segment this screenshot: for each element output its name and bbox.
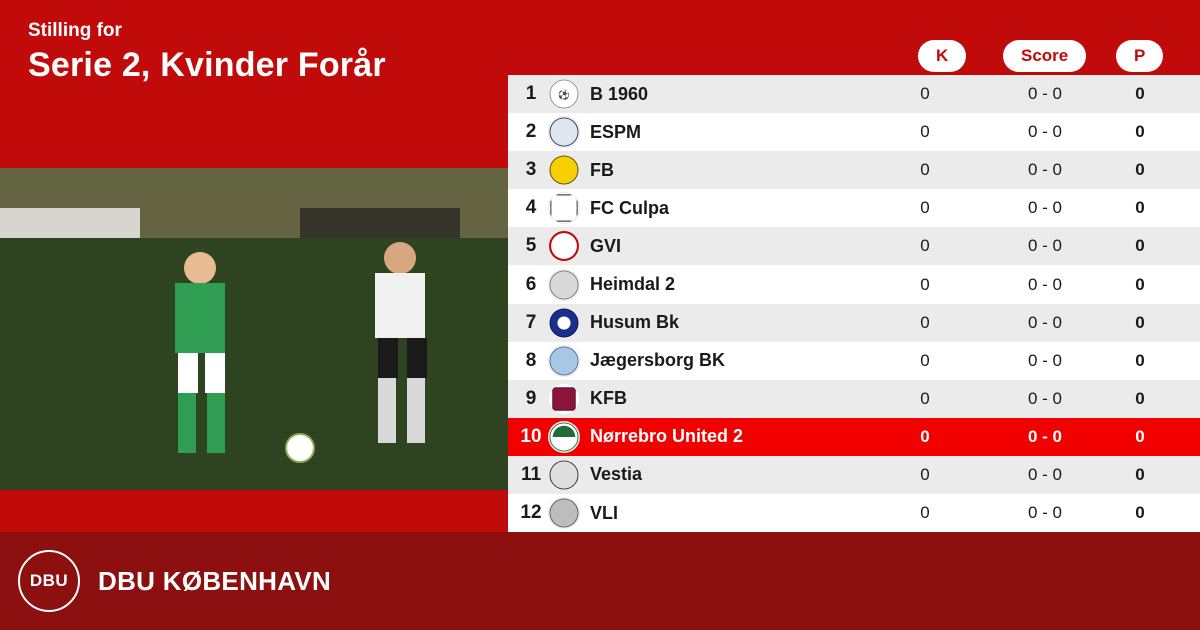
table-header-row: K Score P xyxy=(508,0,1200,75)
k-cell: 0 xyxy=(870,465,980,485)
score-cell: 0 - 0 xyxy=(980,503,1110,523)
team-name: ESPM xyxy=(590,122,810,143)
p-cell: 0 xyxy=(1110,275,1170,295)
header-title: Serie 2, Kvinder Forår xyxy=(28,46,386,85)
standings-rows: 1 ⚽ B 1960 0 0 - 0 0 2 ESPM 0 0 - 0 0 xyxy=(508,75,1200,532)
k-cell: 0 xyxy=(870,389,980,409)
team-crest-icon xyxy=(548,192,580,224)
score-cell: 0 - 0 xyxy=(980,122,1110,142)
p-cell: 0 xyxy=(1110,198,1170,218)
team-name: FC Culpa xyxy=(590,198,810,219)
table-row[interactable]: 8 Jægersborg BK 0 0 - 0 0 xyxy=(508,342,1200,380)
team-crest-icon xyxy=(548,154,580,186)
team-crest-icon xyxy=(548,116,580,148)
team-crest-icon xyxy=(548,307,580,339)
score-cell: 0 - 0 xyxy=(980,351,1110,371)
page-header: Stilling for Serie 2, Kvinder Forår xyxy=(28,20,386,85)
team-name: GVI xyxy=(590,236,810,257)
match-photo xyxy=(0,168,508,490)
scoreboard-page: Stilling for Serie 2, Kvinder Forår xyxy=(0,0,1200,630)
k-cell: 0 xyxy=(870,84,980,104)
rank-cell: 5 xyxy=(508,235,548,257)
p-cell: 0 xyxy=(1110,313,1170,333)
score-cell: 0 - 0 xyxy=(980,198,1110,218)
table-row-highlighted[interactable]: 10 Nørrebro United 2 0 0 - 0 0 xyxy=(508,418,1200,456)
rank-cell: 1 xyxy=(508,83,548,105)
rank-cell: 11 xyxy=(508,464,548,486)
p-cell: 0 xyxy=(1110,465,1170,485)
table-row[interactable]: 12 VLI 0 0 - 0 0 xyxy=(508,494,1200,532)
score-cell: 0 - 0 xyxy=(980,465,1110,485)
team-crest-icon: ⚽ xyxy=(548,78,580,110)
p-cell: 0 xyxy=(1110,351,1170,371)
team-crest-icon xyxy=(548,421,580,453)
k-cell: 0 xyxy=(870,503,980,523)
rank-cell: 7 xyxy=(508,312,548,334)
k-cell: 0 xyxy=(870,351,980,371)
p-cell: 0 xyxy=(1110,160,1170,180)
k-cell: 0 xyxy=(870,275,980,295)
rank-cell: 8 xyxy=(508,350,548,372)
table-row[interactable]: 6 Heimdal 2 0 0 - 0 0 xyxy=(508,265,1200,303)
p-cell: 0 xyxy=(1110,84,1170,104)
footer-club-name: DBU KØBENHAVN xyxy=(98,566,331,597)
team-name: KFB xyxy=(590,388,810,409)
p-cell: 0 xyxy=(1110,389,1170,409)
rank-cell: 2 xyxy=(508,121,548,143)
footer-branding: DBU DBU KØBENHAVN xyxy=(0,532,1200,630)
team-crest-icon xyxy=(548,383,580,415)
p-cell: 0 xyxy=(1110,503,1170,523)
rank-cell: 6 xyxy=(508,274,548,296)
score-cell: 0 - 0 xyxy=(980,389,1110,409)
svg-text:⚽: ⚽ xyxy=(557,89,570,101)
column-header-score: Score xyxy=(1003,40,1086,72)
k-cell: 0 xyxy=(870,122,980,142)
table-row[interactable]: 9 KFB 0 0 - 0 0 xyxy=(508,380,1200,418)
p-cell: 0 xyxy=(1110,236,1170,256)
team-name: Vestia xyxy=(590,464,810,485)
k-cell: 0 xyxy=(870,160,980,180)
p-cell: 0 xyxy=(1110,122,1170,142)
p-cell: 0 xyxy=(1110,427,1170,447)
team-name: Heimdal 2 xyxy=(590,274,810,295)
standings-table: K Score P 1 ⚽ B 1960 0 0 - 0 0 2 ESPM xyxy=(508,0,1200,532)
k-cell: 0 xyxy=(870,198,980,218)
team-name: FB xyxy=(590,160,810,181)
team-name: B 1960 xyxy=(590,84,810,105)
score-cell: 0 - 0 xyxy=(980,236,1110,256)
k-cell: 0 xyxy=(870,427,980,447)
score-cell: 0 - 0 xyxy=(980,275,1110,295)
team-crest-icon xyxy=(548,230,580,262)
header-eyebrow: Stilling for xyxy=(28,20,386,42)
rank-cell: 9 xyxy=(508,388,548,410)
score-cell: 0 - 0 xyxy=(980,427,1110,447)
team-name: VLI xyxy=(590,503,810,524)
score-cell: 0 - 0 xyxy=(980,160,1110,180)
team-name: Jægersborg BK xyxy=(590,350,810,371)
table-row[interactable]: 5 GVI 0 0 - 0 0 xyxy=(508,227,1200,265)
k-cell: 0 xyxy=(870,236,980,256)
table-row[interactable]: 1 ⚽ B 1960 0 0 - 0 0 xyxy=(508,75,1200,113)
team-crest-icon xyxy=(548,497,580,529)
rank-cell: 12 xyxy=(508,502,548,524)
column-header-p: P xyxy=(1116,40,1163,72)
rank-cell: 3 xyxy=(508,159,548,181)
table-row[interactable]: 7 Husum Bk 0 0 - 0 0 xyxy=(508,304,1200,342)
team-crest-icon xyxy=(548,459,580,491)
k-cell: 0 xyxy=(870,313,980,333)
table-row[interactable]: 11 Vestia 0 0 - 0 0 xyxy=(508,456,1200,494)
team-crest-icon xyxy=(548,269,580,301)
column-header-k: K xyxy=(918,40,966,72)
score-cell: 0 - 0 xyxy=(980,313,1110,333)
table-row[interactable]: 3 FB 0 0 - 0 0 xyxy=(508,151,1200,189)
team-name: Husum Bk xyxy=(590,312,810,333)
team-name: Nørrebro United 2 xyxy=(590,426,810,447)
table-row[interactable]: 2 ESPM 0 0 - 0 0 xyxy=(508,113,1200,151)
table-row[interactable]: 4 FC Culpa 0 0 - 0 0 xyxy=(508,189,1200,227)
score-cell: 0 - 0 xyxy=(980,84,1110,104)
rank-cell: 4 xyxy=(508,197,548,219)
dbu-logo-icon: DBU xyxy=(18,550,80,612)
team-crest-icon xyxy=(548,345,580,377)
rank-cell: 10 xyxy=(508,426,548,448)
